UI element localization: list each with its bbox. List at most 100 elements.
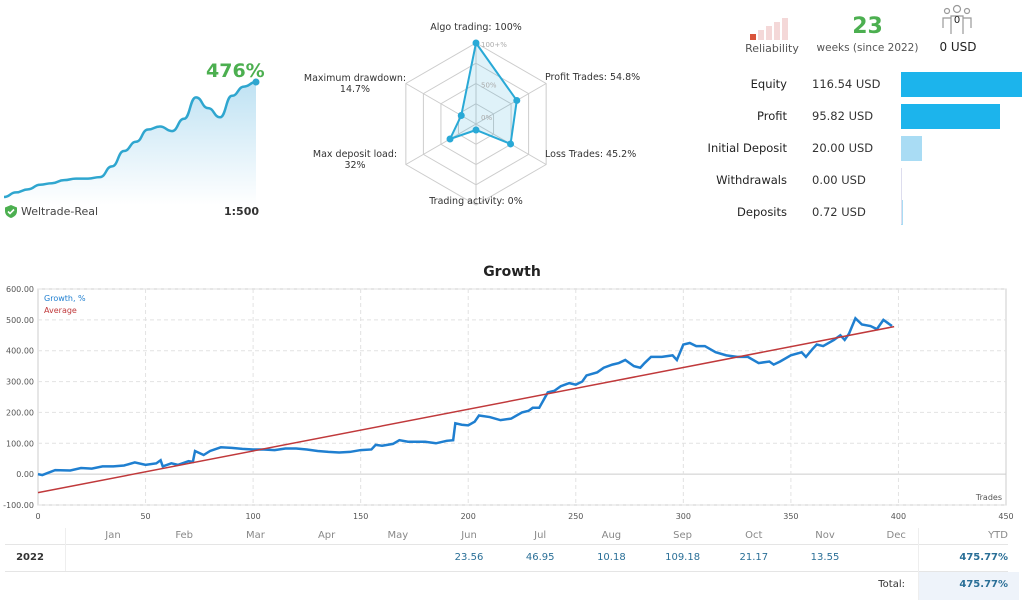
month-header: Apr bbox=[317, 530, 336, 541]
month-value: 46.95 bbox=[525, 552, 555, 563]
reliability-label: Reliability bbox=[745, 42, 799, 55]
month-header: Mar bbox=[245, 530, 265, 541]
legend-average: Average bbox=[44, 306, 77, 315]
reliability-bar bbox=[750, 34, 756, 40]
total-cell-bg bbox=[919, 572, 1019, 600]
weeks-count: 23 bbox=[852, 14, 883, 39]
radar-label-profit: Profit Trades: 54.8% bbox=[545, 72, 641, 83]
balance-bar bbox=[901, 72, 1022, 97]
mini-chart-area bbox=[4, 82, 256, 205]
growth-percent: 476% bbox=[206, 60, 265, 82]
reliability-bars-icon bbox=[750, 18, 788, 40]
x-tick-label: 250 bbox=[568, 512, 583, 521]
balance-label: Profit bbox=[757, 109, 787, 123]
month-header: Nov bbox=[815, 530, 835, 541]
radar-spoke bbox=[475, 83, 547, 125]
month-value: 10.18 bbox=[597, 552, 626, 563]
month-header: Jan bbox=[105, 530, 121, 541]
radar-point bbox=[507, 140, 515, 148]
y-tick-label: 100.00 bbox=[6, 439, 34, 448]
leverage: 1:500 bbox=[224, 205, 260, 218]
month-header: Dec bbox=[886, 530, 906, 541]
month-header: Jun bbox=[461, 530, 477, 541]
balance-bar bbox=[901, 136, 922, 161]
col-divider bbox=[918, 528, 919, 600]
radar-ring-label: 100+% bbox=[481, 41, 507, 49]
month-value: 13.55 bbox=[810, 552, 840, 563]
chart-title: Growth bbox=[483, 264, 541, 280]
drawdown-value: 14.7% bbox=[339, 84, 371, 95]
reliability-bar bbox=[782, 18, 788, 40]
balance-label: Deposits bbox=[737, 205, 787, 219]
balance-value: 0.72 USD bbox=[812, 205, 866, 219]
radar-spoke bbox=[405, 123, 477, 165]
balance-value: 0.00 USD bbox=[812, 173, 866, 187]
total-value: 475.77% bbox=[959, 579, 1008, 590]
radar-label-drawdown: Maximum drawdown: 14.7% bbox=[300, 73, 410, 95]
reliability-bar bbox=[758, 30, 764, 40]
y-tick-label: -100.00 bbox=[3, 501, 34, 510]
radar-point bbox=[472, 126, 480, 134]
balance-value: 95.82 USD bbox=[812, 109, 874, 123]
balance-label: Equity bbox=[750, 77, 787, 91]
deposit-load-value: 32% bbox=[344, 160, 366, 171]
radar-point bbox=[472, 39, 480, 47]
x-tick-label: 50 bbox=[140, 512, 150, 521]
total-label: Total: bbox=[878, 579, 905, 590]
broker-server[interactable]: Weltrade-Real bbox=[5, 205, 98, 218]
row-divider bbox=[5, 544, 1008, 545]
radar-label-deposit-load: Max deposit load: 32% bbox=[300, 149, 410, 171]
x-tick-label: 300 bbox=[676, 512, 691, 521]
month-header: Sep bbox=[673, 530, 693, 541]
y-tick-label: 0.00 bbox=[16, 470, 34, 479]
year-label: 2022 bbox=[16, 552, 44, 563]
radar-label-loss: Loss Trades: 45.2% bbox=[545, 149, 637, 160]
radar-chart: 100+% 50% 0% bbox=[405, 39, 547, 206]
x-tick-label: 150 bbox=[353, 512, 368, 521]
balance-label: Initial Deposit bbox=[707, 141, 787, 155]
radar-ring-label: 50% bbox=[481, 82, 497, 90]
y-tick-label: 400.00 bbox=[6, 347, 34, 356]
mini-chart-line bbox=[3, 80, 257, 199]
x-tick-label: 400 bbox=[891, 512, 906, 521]
radar-point bbox=[513, 96, 521, 104]
reliability-bar bbox=[774, 22, 780, 40]
y-tick-label: 300.00 bbox=[6, 378, 34, 387]
ytd-value: 475.77% bbox=[959, 552, 1008, 563]
month-value: 23.56 bbox=[454, 552, 484, 563]
radar-spoke bbox=[405, 83, 477, 125]
reliability-bar bbox=[766, 26, 772, 40]
deposit-load-title: Max deposit load: bbox=[312, 149, 398, 160]
balance-bar bbox=[901, 104, 1001, 129]
subscribers-icon: 0 bbox=[942, 4, 972, 34]
subscribers-count: 0 bbox=[954, 15, 960, 26]
balance-value: 20.00 USD bbox=[812, 141, 874, 155]
radar-point bbox=[446, 135, 454, 143]
month-value: 21.17 bbox=[739, 552, 769, 563]
x-tick-label: 350 bbox=[783, 512, 798, 521]
mini-growth-chart bbox=[3, 78, 260, 205]
month-header: Jul bbox=[534, 530, 547, 541]
radar-point bbox=[457, 111, 465, 119]
row-divider bbox=[5, 571, 1008, 572]
average-series-line bbox=[37, 325, 895, 494]
legend-growth: Growth, % bbox=[44, 294, 86, 303]
plot-area bbox=[37, 288, 1007, 506]
x-axis-label: Trades bbox=[975, 493, 1002, 502]
x-tick-label: 0 bbox=[35, 512, 40, 521]
radar-label-algo: Algo trading: 100% bbox=[430, 22, 522, 33]
weeks-label: weeks (since 2022) bbox=[816, 42, 919, 54]
bar-baseline bbox=[901, 168, 902, 224]
month-header: Oct bbox=[745, 530, 763, 541]
x-tick-label: 200 bbox=[461, 512, 476, 521]
x-tick-label: 100 bbox=[245, 512, 260, 521]
month-header: Aug bbox=[601, 530, 622, 541]
x-tick-label: 450 bbox=[998, 512, 1013, 521]
verified-shield-icon bbox=[5, 205, 17, 218]
month-header: Feb bbox=[175, 530, 194, 541]
balance-bar bbox=[901, 200, 903, 225]
month-header: May bbox=[387, 530, 409, 541]
y-tick-label: 200.00 bbox=[6, 408, 34, 417]
mini-chart-endpoint bbox=[252, 78, 260, 86]
ytd-header: YTD bbox=[988, 530, 1008, 541]
